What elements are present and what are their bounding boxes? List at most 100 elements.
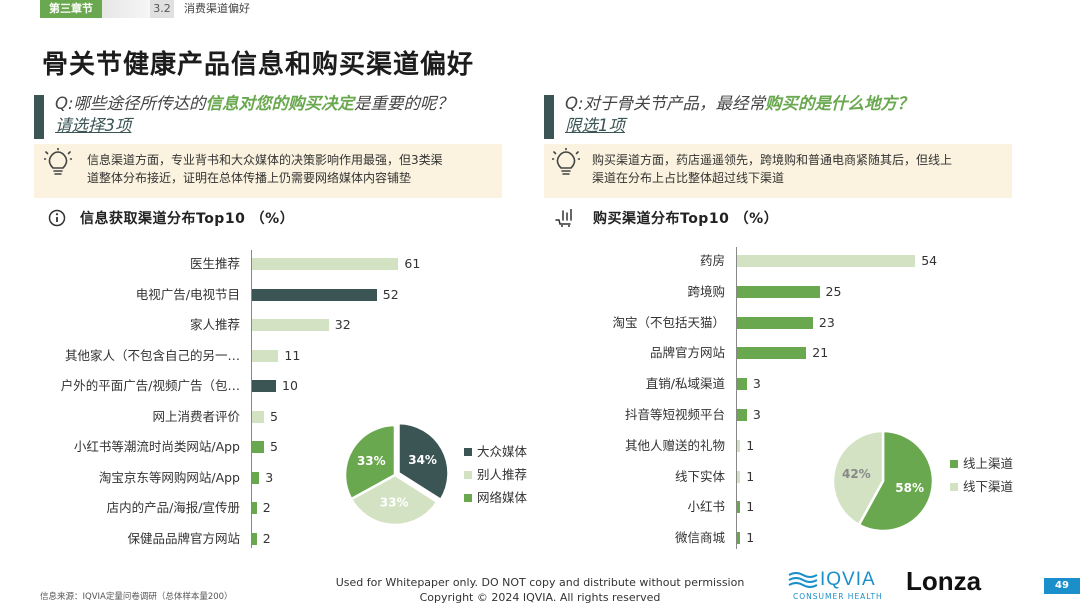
legend-item: 线下渠道 <box>950 476 1013 499</box>
bar-value-label: 1 <box>746 468 755 484</box>
bar <box>737 378 747 391</box>
bar-value-label: 11 <box>284 347 301 363</box>
info-icon <box>48 209 66 227</box>
legend-left: 大众媒体 别人推荐 网络媒体 <box>464 441 527 510</box>
page-title: 骨关节健康产品信息和购买渠道偏好 <box>42 50 475 80</box>
bar-value-label: 1 <box>746 437 755 453</box>
lonza-logo: Lonza <box>906 566 982 596</box>
chart-title-left: 信息获取渠道分布Top10 （%） <box>80 211 295 227</box>
bar <box>252 288 377 301</box>
section-number: 3.2 <box>150 0 174 18</box>
bar-category-label: 跨境购 <box>687 283 725 299</box>
bar-value-label: 1 <box>746 530 755 546</box>
bar-category-label: 户外的平面广告/视频广告（包… <box>60 378 240 393</box>
question-right: Q:对于骨关节产品，最经常购买的是什么地方？ 限选1项 <box>565 94 914 135</box>
bar-value-label: 3 <box>752 407 761 422</box>
bar <box>252 502 257 514</box>
bar <box>737 409 747 421</box>
legend-item: 大众媒体 <box>464 441 527 464</box>
bar-value-label: 54 <box>921 253 938 268</box>
iqvia-logo-sub: CONSUMER HEALTH <box>793 592 883 601</box>
legend-swatch <box>950 460 958 468</box>
bar-axis <box>736 247 737 549</box>
page-number: 49 <box>1044 578 1080 594</box>
question-bar-right <box>544 95 554 139</box>
bar-value-label: 1 <box>746 499 755 515</box>
bar-category-label: 店内的产品/海报/宣传册 <box>106 500 240 515</box>
chart-title-right: 购买渠道分布Top10 （%） <box>593 211 779 227</box>
legend-swatch <box>950 483 958 491</box>
tag-fade <box>102 0 150 18</box>
pie-value-label: 33% <box>380 495 409 509</box>
insight-box-left <box>34 144 502 198</box>
insight-box-right <box>544 144 1012 198</box>
pie-slice <box>397 421 450 502</box>
info-channel-pie-chart: 34% 33% 33% <box>343 421 450 527</box>
bar-value-label: 2 <box>262 530 271 546</box>
bar-value-label: 32 <box>334 317 351 332</box>
bar-category-label: 小红书等潮流时尚类网站/App <box>73 439 240 454</box>
legend-item: 别人推荐 <box>464 464 527 487</box>
bar-category-label: 淘宝（不包括天猫） <box>612 314 725 330</box>
bar-category-label: 保健品品牌官方网站 <box>127 530 240 546</box>
lightbulb-icon <box>44 148 72 175</box>
bar-value-label: 25 <box>825 283 842 299</box>
legend-swatch <box>464 471 472 479</box>
bar-value-label: 5 <box>270 408 278 424</box>
bar-category-label: 网上消费者评价 <box>152 408 240 424</box>
pie-slice <box>831 429 885 527</box>
bar <box>252 258 399 270</box>
insight-text-left: 信息渠道方面，专业背书和大众媒体的决策影响作用最强，但3类渠 道整体分布接近，证… <box>87 153 443 185</box>
bar <box>737 439 741 452</box>
bar-value-label: 10 <box>282 378 298 393</box>
bar-category-label: 电视广告/电视节目 <box>135 286 240 302</box>
bar-value-label: 3 <box>265 469 274 485</box>
bar-value-label: 21 <box>812 345 829 361</box>
section-title: 消费渠道偏好 <box>184 2 250 15</box>
bar-value-label: 52 <box>382 286 399 302</box>
bar <box>252 410 264 423</box>
bar <box>252 441 264 453</box>
bar-category-label: 其他人赠送的礼物 <box>624 437 725 453</box>
pie-value-label: 42% <box>842 467 871 481</box>
bar-category-label: 微信商城 <box>674 530 725 546</box>
pie-value-label: 34% <box>408 453 437 467</box>
question-bar-left <box>34 95 44 139</box>
insight-text-right: 购买渠道方面，药店遥遥领先，跨境购和普通电商紧随其后，但线上 渠道在分布上占比整… <box>592 153 953 185</box>
question-left: Q:哪些途径所传达的信息对您的购买决定是重要的呢？ 请选择3项 <box>55 94 454 135</box>
bar <box>737 316 813 329</box>
pie-value-label: 33% <box>357 454 386 468</box>
bar <box>252 471 260 484</box>
bar-value-label: 5 <box>270 439 278 454</box>
bar-category-label: 医生推荐 <box>189 256 240 271</box>
bar-category-label: 淘宝京东等网购网站/App <box>98 469 240 485</box>
bar-category-label: 直销/私域渠道 <box>645 376 725 392</box>
bar-value-label: 3 <box>752 376 761 392</box>
bar <box>737 347 807 360</box>
lightbulb-icon <box>552 148 580 175</box>
source-note: 信息来源：IQVIA定量问卷调研（总体样本量200） <box>40 592 233 602</box>
copyright-note: Used for Whitepaper only. DO NOT copy an… <box>335 576 745 604</box>
bar <box>737 255 916 267</box>
bar-value-label: 61 <box>404 256 421 271</box>
purchase-channel-pie-chart: 58% 42% <box>831 429 935 533</box>
shopping-cart-icon <box>555 209 572 227</box>
bar <box>252 349 279 362</box>
bar-axis <box>251 250 252 548</box>
legend-item: 网络媒体 <box>464 487 527 510</box>
bar-category-label: 品牌官方网站 <box>649 345 725 361</box>
legend-swatch <box>464 494 472 502</box>
pie-slice <box>857 429 935 533</box>
iqvia-wave-icon <box>788 572 818 588</box>
pie-slice <box>343 423 397 501</box>
bar <box>737 532 741 545</box>
chapter-tag: 第三章节 <box>40 0 102 18</box>
bar <box>252 380 276 392</box>
bar <box>737 470 741 483</box>
pie-value-label: 58% <box>895 481 924 495</box>
bar <box>737 501 741 514</box>
iqvia-logo: IQVIA <box>820 569 876 590</box>
bar-value-label: 2 <box>262 500 271 515</box>
